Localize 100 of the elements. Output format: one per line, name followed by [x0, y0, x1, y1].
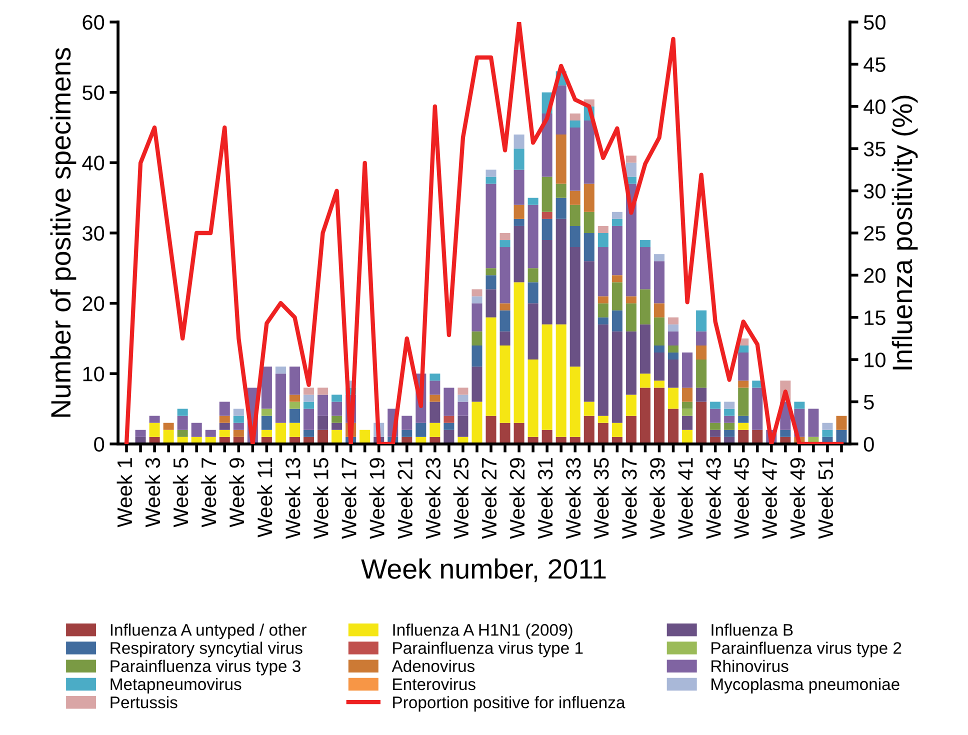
bar	[444, 422, 454, 430]
bar	[696, 402, 707, 444]
bar	[612, 310, 622, 332]
bar	[626, 416, 636, 444]
legend-label: Proportion positive for influenza	[393, 696, 626, 712]
bar	[458, 416, 468, 437]
legend-label: Pertussis	[110, 696, 178, 708]
bar	[500, 247, 510, 304]
bar	[472, 289, 482, 296]
bar	[612, 282, 622, 310]
bar	[514, 218, 524, 226]
bar	[514, 422, 524, 444]
bar	[233, 422, 244, 430]
bar	[528, 268, 538, 282]
x-tick-label: Week 33	[565, 458, 581, 539]
y2-tick-label: 50	[864, 15, 886, 30]
legend-label: Adenovirus	[392, 660, 475, 672]
bar	[738, 346, 749, 353]
bar	[668, 317, 679, 324]
bar	[668, 408, 679, 444]
bar	[233, 430, 244, 437]
bar	[626, 394, 636, 416]
bar	[584, 261, 594, 402]
bar	[584, 184, 594, 212]
bar	[430, 380, 440, 395]
legend-label: Parainfluenza virus type 1	[393, 642, 583, 658]
bar	[696, 388, 707, 402]
bar	[626, 162, 636, 177]
bar	[177, 416, 188, 430]
bar	[836, 416, 847, 430]
x-tick-label: Week 5	[172, 458, 188, 528]
x-tick-label: Week 7	[200, 458, 216, 528]
x-tick-label: Week 9	[228, 458, 244, 528]
bar	[612, 331, 622, 423]
y-tick-label: 60	[82, 15, 104, 30]
legend-label: Parainfluenza virus type 3	[110, 660, 300, 676]
bar	[318, 416, 328, 430]
x-tick-label: Week 45	[734, 458, 749, 539]
bar	[304, 430, 314, 437]
bar	[598, 416, 608, 423]
bar	[500, 240, 510, 248]
bar	[500, 331, 510, 346]
y-tick-label: 0	[94, 436, 104, 452]
bar	[682, 408, 693, 416]
bar	[612, 275, 622, 282]
bar	[556, 134, 566, 184]
bar	[486, 416, 496, 444]
bar	[458, 402, 468, 416]
bar	[696, 346, 707, 360]
bar	[584, 212, 594, 233]
bar	[570, 247, 580, 367]
bar	[654, 352, 664, 381]
bar	[430, 374, 440, 381]
bar	[710, 422, 721, 430]
bar	[472, 331, 482, 346]
x-tick-label: Week 47	[762, 458, 777, 539]
bar	[500, 303, 510, 310]
bar	[570, 190, 580, 205]
legend-label: Influenza A untyped / other	[110, 624, 306, 640]
bar	[640, 247, 650, 290]
bar	[304, 408, 314, 430]
bar	[738, 388, 749, 416]
bar	[710, 402, 721, 409]
x-tick-label: Week 37	[621, 458, 637, 539]
bar	[598, 226, 608, 233]
bar	[822, 430, 833, 437]
bar	[570, 366, 580, 437]
bar	[514, 134, 524, 149]
bar	[570, 120, 580, 128]
bar	[528, 303, 538, 360]
bar	[219, 402, 230, 416]
bar	[584, 232, 594, 262]
bar	[402, 416, 412, 430]
bar	[219, 430, 230, 437]
bar	[542, 240, 552, 324]
bar	[668, 352, 679, 360]
bar	[626, 296, 636, 304]
bar	[444, 416, 454, 423]
bar	[570, 204, 580, 226]
bar	[275, 422, 286, 444]
bar	[654, 380, 664, 388]
bar	[654, 303, 664, 318]
bar	[416, 422, 426, 437]
bar	[177, 408, 188, 416]
bar	[724, 430, 735, 437]
bar	[626, 303, 636, 332]
bar	[682, 352, 693, 388]
bar	[402, 430, 412, 437]
bar	[682, 402, 693, 409]
bar	[233, 408, 244, 416]
bar	[514, 282, 524, 423]
bar	[275, 366, 286, 374]
bar	[472, 296, 482, 304]
bar	[163, 422, 174, 430]
x-tick-label: Week 49	[790, 458, 806, 539]
bar	[654, 317, 664, 346]
bar	[598, 247, 608, 296]
bar	[668, 346, 679, 353]
bar	[500, 422, 510, 444]
bar	[696, 360, 707, 388]
